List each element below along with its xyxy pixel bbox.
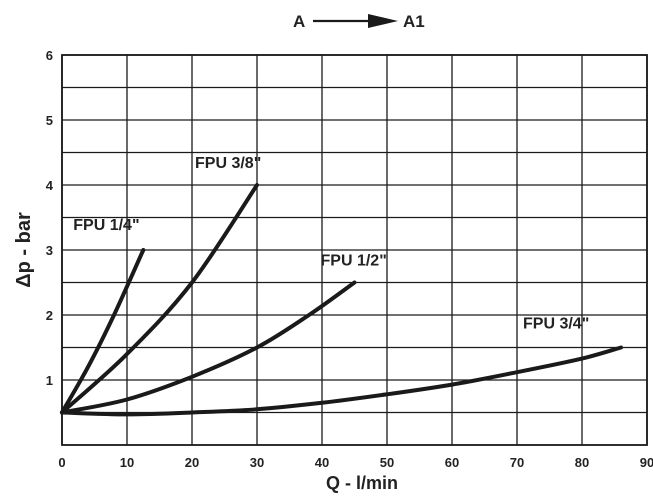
x-tick-label: 60 <box>445 455 459 470</box>
y-tick-label: 5 <box>46 113 53 128</box>
y-tick-label: 3 <box>46 243 53 258</box>
series-label-1: FPU 1/4" <box>73 217 139 234</box>
x-tick-label: 0 <box>58 455 65 470</box>
y-tick-labels: 1 2 3 4 5 6 <box>46 48 54 388</box>
title-arrow-head <box>368 14 398 28</box>
x-tick-labels: 0 10 20 30 40 50 60 70 80 90 <box>58 455 653 470</box>
chart-title: A A1 <box>293 12 425 31</box>
x-tick-label: 40 <box>315 455 329 470</box>
series-labels: FPU 1/4" FPU 3/8" FPU 1/2" FPU 3/4" <box>73 155 589 333</box>
series-label-4: FPU 3/4" <box>523 316 589 333</box>
x-tick-label: 90 <box>640 455 653 470</box>
y-tick-label: 4 <box>46 178 54 193</box>
x-tick-label: 80 <box>575 455 589 470</box>
title-to-label: A1 <box>403 12 425 31</box>
series-label-3: FPU 1/2" <box>321 253 387 270</box>
series-line-4 <box>60 345 623 417</box>
title-from-label: A <box>293 12 305 31</box>
x-tick-label: 50 <box>380 455 394 470</box>
grid <box>61 54 648 445</box>
series-line-1 <box>60 248 146 415</box>
series-line-2 <box>60 183 259 415</box>
x-tick-label: 70 <box>510 455 524 470</box>
x-tick-label: 10 <box>120 455 134 470</box>
x-axis-title: Q - l/min <box>326 473 398 493</box>
plot-frame <box>61 54 648 446</box>
x-tick-label: 20 <box>185 455 199 470</box>
y-tick-label: 2 <box>46 308 53 323</box>
series-layer <box>60 183 623 417</box>
y-tick-label: 1 <box>46 373 53 388</box>
x-tick-label: 30 <box>250 455 264 470</box>
y-tick-label: 6 <box>46 48 53 63</box>
series-label-2: FPU 3/8" <box>195 155 261 172</box>
y-axis-title: Δp - bar <box>13 212 35 288</box>
series-line-3 <box>60 280 357 415</box>
